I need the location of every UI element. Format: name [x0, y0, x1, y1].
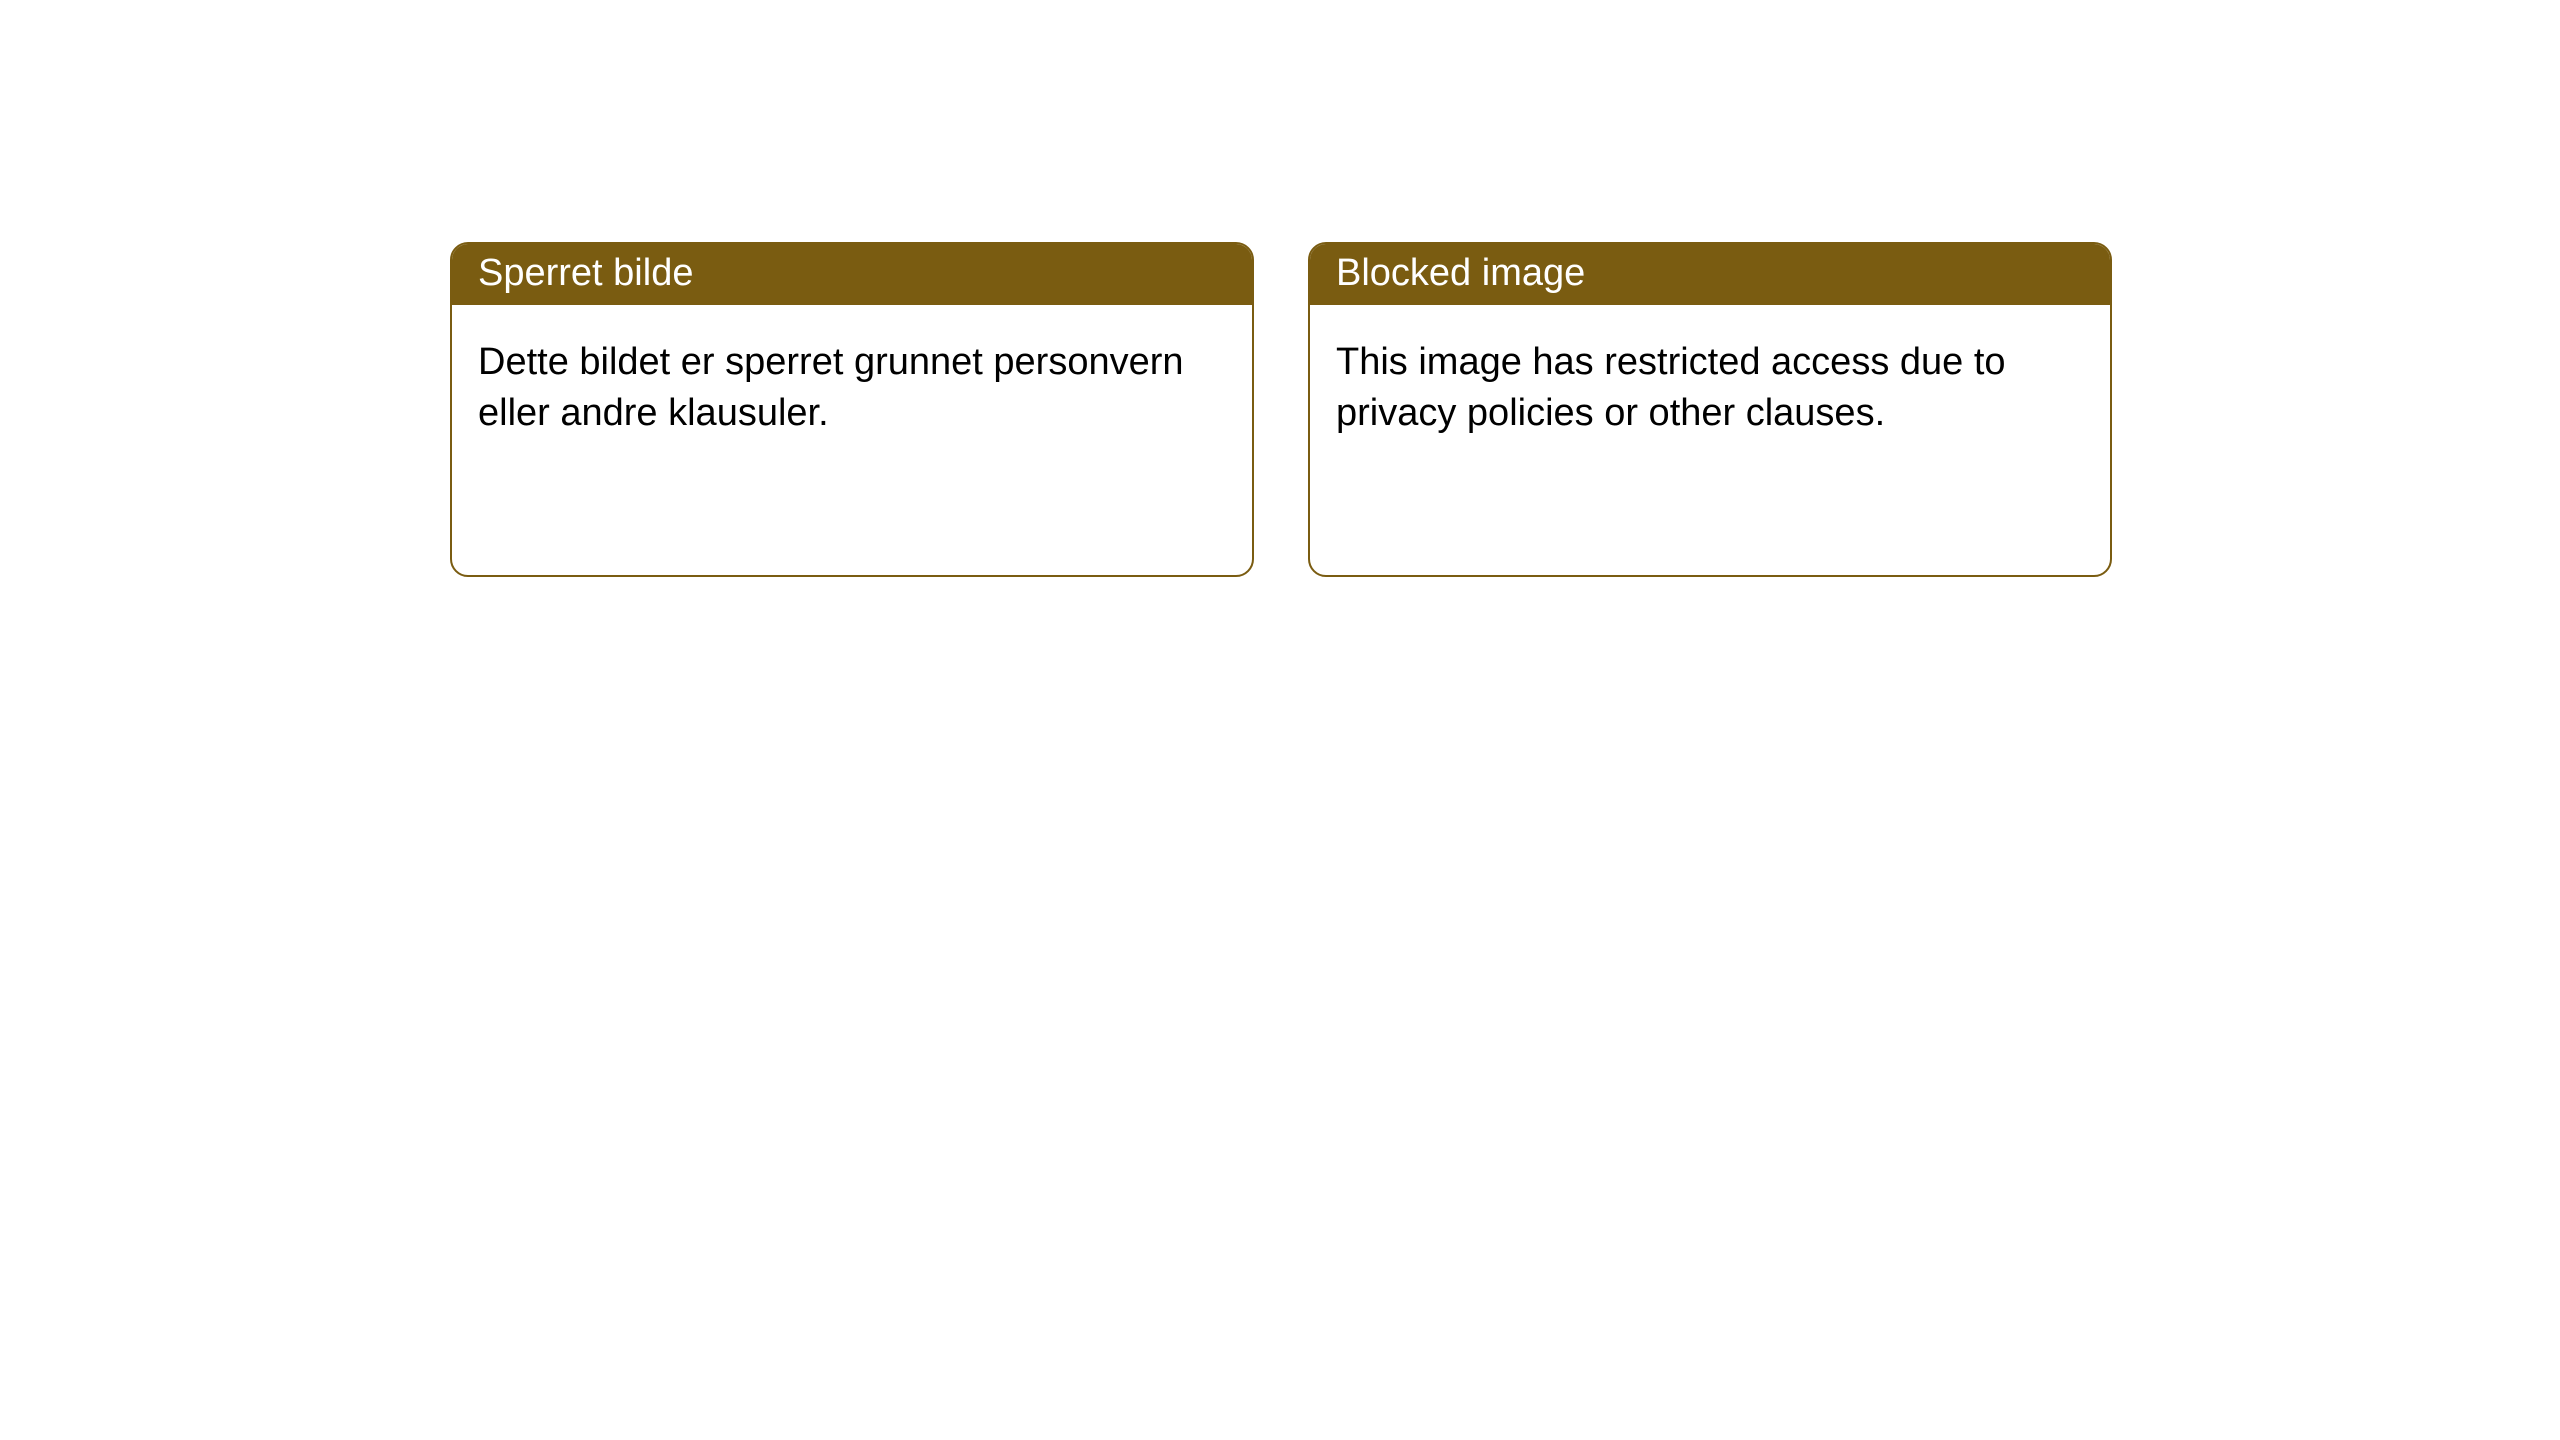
- notice-body: Dette bildet er sperret grunnet personve…: [452, 305, 1252, 575]
- notice-title: Sperret bilde: [452, 244, 1252, 305]
- notice-title: Blocked image: [1310, 244, 2110, 305]
- notice-card-english: Blocked image This image has restricted …: [1308, 242, 2112, 577]
- notice-body: This image has restricted access due to …: [1310, 305, 2110, 575]
- notice-card-norwegian: Sperret bilde Dette bildet er sperret gr…: [450, 242, 1254, 577]
- notice-container: Sperret bilde Dette bildet er sperret gr…: [0, 0, 2560, 577]
